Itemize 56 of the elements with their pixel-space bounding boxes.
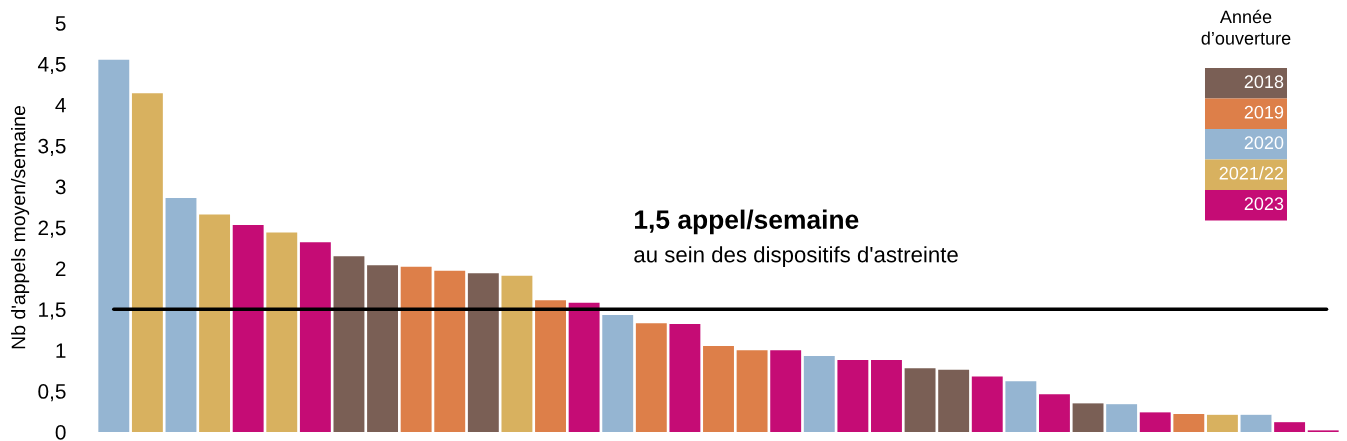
bar (1240, 414, 1272, 432)
bar (703, 346, 734, 432)
bar (1038, 394, 1070, 432)
y-tick-label: 0 (55, 425, 66, 440)
text: 2023 (1244, 197, 1284, 211)
bar (770, 350, 802, 432)
y-tick-label: 4,5 (37, 57, 66, 75)
bar (232, 225, 264, 432)
bar (1274, 422, 1306, 432)
bar (1106, 404, 1138, 432)
ref-line-label: 1,5 appel/semaine (635, 209, 859, 235)
bar (131, 93, 163, 432)
bar (165, 198, 197, 432)
text: 2018 (1244, 75, 1284, 89)
bar (971, 376, 1003, 432)
bar (535, 300, 566, 432)
bar (400, 266, 432, 432)
bar (98, 59, 130, 432)
bar (938, 369, 970, 432)
y-axis-title: Nb d'appels moyen/semaine (11, 105, 30, 349)
bar (803, 355, 835, 432)
y-tick-label: 1 (56, 343, 66, 358)
bar (1072, 403, 1104, 432)
y-tick-label: 4 (55, 98, 66, 113)
y-tick-label: 3 (55, 179, 66, 195)
bar (434, 270, 466, 432)
bar (266, 232, 298, 432)
bar (669, 324, 701, 432)
bar (904, 368, 936, 432)
bar (736, 350, 768, 432)
text: 2021/22 (1219, 166, 1284, 180)
bar (367, 265, 399, 432)
y-tick-label: 2 (55, 261, 66, 276)
bar (1206, 414, 1238, 432)
bar (333, 256, 365, 432)
bar (1139, 412, 1171, 432)
bar (871, 360, 902, 432)
text: 2020 (1244, 136, 1284, 150)
bar (299, 242, 331, 432)
bar (199, 214, 231, 432)
bar (501, 275, 533, 432)
y-tick-label: 1,5 (39, 302, 66, 320)
y-tick-label: 0,5 (38, 384, 66, 402)
y-tick-label: 3,5 (38, 138, 66, 156)
text: 2019 (1244, 105, 1284, 119)
bar (602, 315, 634, 432)
bar (1005, 381, 1037, 432)
y-tick-label: 2,5 (38, 220, 66, 238)
bar (837, 360, 869, 432)
legend-title: Année d’ouverture (1201, 9, 1291, 45)
bar (635, 323, 667, 432)
bar (467, 273, 499, 432)
y-tick-label: 5 (55, 16, 66, 31)
annotation: au sein des dispositifs d'astreinte (634, 246, 958, 267)
bar (568, 302, 600, 432)
bar (1173, 414, 1205, 432)
